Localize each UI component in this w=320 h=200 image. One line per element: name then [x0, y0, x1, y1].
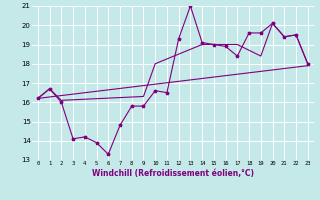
X-axis label: Windchill (Refroidissement éolien,°C): Windchill (Refroidissement éolien,°C)	[92, 169, 254, 178]
